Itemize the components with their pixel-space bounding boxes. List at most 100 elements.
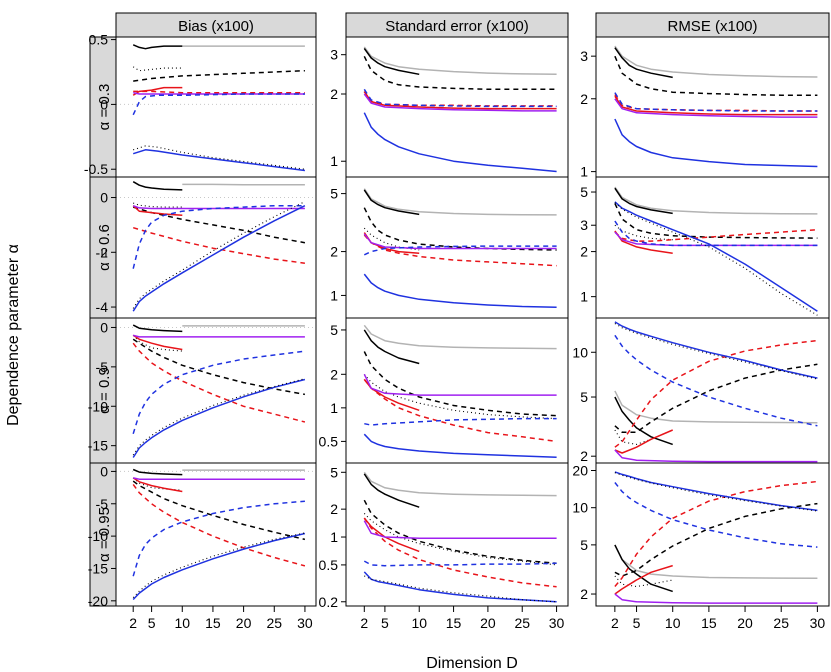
series-line	[132, 334, 183, 351]
x-axis-label: Dimension D	[426, 655, 518, 672]
y-tick-label: 3	[580, 217, 588, 233]
x-tick-label: 30	[297, 615, 313, 631]
series-line	[614, 429, 673, 454]
series-line	[363, 433, 557, 459]
series-line	[614, 390, 818, 424]
series-line	[132, 532, 306, 598]
y-tick-label: 2	[580, 586, 588, 602]
series-line	[133, 90, 305, 94]
series-line	[363, 517, 557, 588]
panel-frame	[345, 36, 569, 178]
series-line	[614, 449, 818, 463]
series-line	[614, 502, 818, 577]
series-line	[132, 480, 306, 541]
series-group	[614, 186, 818, 316]
x-tick-label: 5	[381, 615, 389, 631]
series-line	[363, 520, 557, 540]
x-tick-label: 25	[773, 615, 789, 631]
series-line	[363, 324, 557, 350]
series-line	[363, 378, 557, 443]
y-tick-label: 5	[330, 322, 338, 338]
panel-frame	[115, 36, 317, 178]
y-tick-label: 3	[330, 47, 338, 63]
panel: 1 2 3 5	[580, 176, 830, 319]
y-tick-label: 0.5	[319, 433, 339, 449]
series-line	[614, 564, 673, 595]
panel-frame	[595, 317, 830, 464]
y-tick-label: 3	[580, 48, 588, 64]
row-strip	[89, 462, 117, 607]
row-strips: α = 0.3 α = 0.6 α = 0.9 α = 0.95	[89, 36, 117, 607]
series-line	[614, 45, 818, 78]
panel: 0.5 1 2 5	[319, 317, 569, 464]
column-title: RMSE (x100)	[667, 18, 757, 35]
series-group	[363, 188, 557, 308]
x-tick-label: 15	[701, 615, 717, 631]
series-line	[132, 338, 306, 396]
series-line	[614, 363, 818, 433]
series-line	[614, 593, 818, 604]
panel-frame	[115, 462, 317, 607]
x-tick-label: 10	[665, 615, 681, 631]
series-line	[614, 92, 818, 112]
series-line	[614, 95, 818, 116]
series-line	[133, 477, 305, 480]
series-line	[614, 186, 818, 215]
y-tick-label: 1	[330, 529, 338, 545]
series-line	[132, 206, 306, 244]
column-strips: Bias (x100) Standard error (x100) RMSE (x1…	[115, 12, 830, 38]
y-tick-label: 2	[330, 366, 338, 382]
panel: 1 2 3	[580, 36, 830, 180]
series-group	[132, 44, 305, 172]
series-line	[132, 201, 306, 309]
series-group	[614, 471, 818, 604]
series-line	[132, 477, 183, 493]
x-tick-label: 2	[129, 615, 137, 631]
panel-frame	[345, 462, 569, 607]
y-tick-label: 20	[572, 462, 588, 478]
panels: -0.500.5123123-4-201251235-15-10-500.512…	[84, 32, 830, 631]
series-line	[614, 472, 818, 512]
y-tick-label: 2	[580, 448, 588, 464]
series-line	[614, 396, 673, 446]
series-line	[614, 482, 818, 548]
y-tick-label: 1	[330, 287, 338, 303]
series-line	[363, 571, 557, 603]
series-line	[132, 86, 183, 96]
series-line	[132, 468, 183, 476]
series-line	[614, 201, 818, 312]
y-tick-label: 0	[100, 319, 108, 335]
series-line	[614, 228, 818, 242]
y-tick-label: -4	[96, 299, 109, 315]
y-tick-label: -10	[88, 528, 108, 544]
y-tick-label: 2	[330, 86, 338, 102]
panel: 1 2 3	[330, 36, 569, 178]
series-group	[363, 324, 557, 459]
series-line	[614, 334, 818, 427]
x-tick-label: 20	[236, 615, 252, 631]
series-line	[614, 47, 673, 79]
panel: -4 -2 0	[96, 176, 317, 319]
series-line	[363, 351, 557, 417]
series-group	[132, 468, 306, 601]
series-line	[614, 339, 818, 448]
y-tick-label: 1	[330, 153, 338, 169]
y-tick-label: -2	[96, 244, 109, 260]
series-line	[132, 378, 306, 458]
series-line	[132, 149, 305, 172]
series-line	[614, 471, 818, 512]
y-tick-label: -0.5	[84, 161, 108, 177]
series-line	[363, 93, 557, 112]
panel: -20 -15 -10 -5 0 2 5 10 15 20 25 30	[88, 462, 317, 631]
row-label: α = 0.3	[96, 84, 113, 131]
series-line	[133, 69, 305, 82]
x-tick-label: 10	[174, 615, 190, 631]
series-line	[363, 513, 557, 566]
y-tick-label: 0.5	[319, 557, 339, 573]
x-tick-label: 25	[266, 615, 282, 631]
series-line	[133, 145, 305, 170]
x-tick-label: 2	[611, 615, 619, 631]
y-tick-label: 0	[100, 96, 108, 112]
